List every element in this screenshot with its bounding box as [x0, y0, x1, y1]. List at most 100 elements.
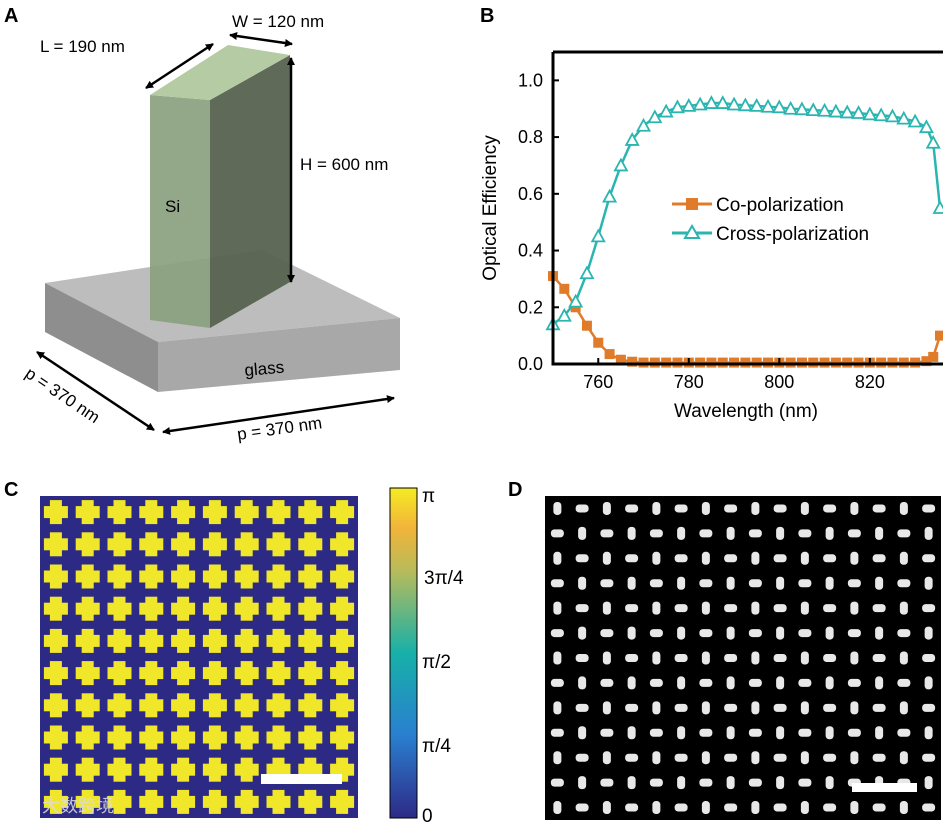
pillar-label: Si [165, 197, 180, 216]
data-point-cross [669, 99, 685, 114]
phase-cross [266, 661, 291, 686]
phase-cross [171, 693, 196, 718]
phase-cross [139, 532, 164, 557]
phase-cross [107, 661, 132, 686]
nanopillar-dot [924, 726, 933, 740]
glass-front-face [158, 318, 400, 392]
phase-cross [266, 725, 291, 750]
data-point-cross [636, 117, 652, 132]
nanopillar-dot [602, 701, 611, 715]
phase-cross [266, 628, 291, 653]
nanopillar-dot [897, 579, 911, 588]
nanopillar-dot [924, 576, 933, 590]
nanopillar-dot [550, 629, 564, 638]
nanopillar-dot [699, 728, 713, 737]
nanopillar-dot [776, 776, 785, 790]
data-point-cross [932, 200, 943, 214]
nanopillar-dot [674, 554, 688, 563]
data-point-cross [828, 103, 844, 118]
nanopillar-dot [776, 576, 785, 590]
nanopillar-dot [677, 576, 686, 590]
nanopillar-dot [625, 654, 639, 662]
nanopillar-dot [724, 753, 738, 762]
nanopillar-dot [850, 801, 859, 815]
nanopillar-dot [677, 676, 686, 690]
nanopillar-dot [751, 651, 760, 665]
panel-c: C 大数跨境 π 3π/4 π/2 π/4 0 [4, 479, 464, 824]
nanopillar-dot [726, 626, 735, 640]
nanopillar-dot [578, 676, 587, 690]
phase-cross [330, 596, 355, 621]
phase-cross [139, 564, 164, 589]
nanopillar-dot [550, 778, 564, 787]
nanopillar-dot [850, 751, 859, 765]
nanopillar-dot [847, 728, 861, 737]
dimension-arrow-p-right [162, 395, 395, 435]
nanopillar-dot [800, 551, 809, 565]
data-point-cross [805, 102, 821, 117]
phase-cross [234, 500, 259, 525]
data-point-cross [624, 132, 640, 146]
phase-cross [43, 628, 68, 653]
nanopillar-dot [553, 751, 562, 765]
phase-cross [75, 596, 100, 621]
data-point-cross [884, 108, 900, 123]
nanopillar-dot [922, 703, 936, 712]
nanopillar-dot [701, 701, 710, 715]
y-tick-label: 1.0 [518, 70, 543, 90]
nanopillar-dot [625, 703, 639, 712]
nanopillar-dot [776, 626, 785, 640]
nanopillar-dot [850, 601, 859, 615]
nanopillar-dot [550, 728, 564, 737]
phase-cross [43, 661, 68, 686]
phase-cross [298, 596, 323, 621]
nanopillar-dot [872, 654, 886, 662]
nanopillar-dot [825, 776, 834, 790]
phase-cross [234, 532, 259, 557]
nanopillar-dot [922, 654, 936, 662]
phase-cross [330, 500, 355, 525]
phase-cross [171, 789, 196, 814]
phase-cross [75, 532, 100, 557]
nanopillar-dot [649, 728, 663, 737]
phase-cross [234, 789, 259, 814]
phase-cross [330, 725, 355, 750]
phase-cross [43, 693, 68, 718]
nanopillar-dot [726, 526, 735, 540]
phase-cross [43, 789, 68, 814]
nanopillar-dot [726, 726, 735, 740]
data-point-co [559, 283, 570, 294]
data-point-cross [749, 98, 765, 112]
phase-cross [234, 564, 259, 589]
nanopillar-dot [872, 604, 886, 613]
nanopillar-dot [751, 501, 760, 515]
nanopillar-dot [652, 701, 661, 715]
nanopillar-dot [550, 579, 564, 588]
nanopillar-dot [724, 803, 738, 812]
phase-cross [266, 693, 291, 718]
nanopillar-dot [773, 554, 787, 563]
colorbar-ticks: π 3π/4 π/2 π/4 0 [422, 486, 464, 824]
data-point-co [935, 330, 943, 341]
dimension-l-label: L = 190 nm [40, 37, 125, 56]
phase-cross [298, 693, 323, 718]
panel-d: D [508, 479, 941, 820]
nanopillar-dot [724, 703, 738, 712]
data-point-cross [794, 101, 810, 116]
phase-cross [107, 532, 132, 557]
phase-cross [298, 500, 323, 525]
phase-cross [43, 725, 68, 750]
data-point-cross [873, 107, 889, 122]
nanopillar-dot [677, 776, 686, 790]
phase-cross [139, 693, 164, 718]
nanopillar-dot [649, 629, 663, 638]
nanopillar-dot [899, 701, 908, 715]
phase-cross [330, 628, 355, 653]
data-point-co [581, 320, 592, 331]
nanopillar-dot [726, 776, 735, 790]
data-point-cross [918, 119, 934, 134]
nanopillar-dot [553, 801, 562, 815]
nanopillar-dot [924, 526, 933, 540]
pillar-right-face [210, 55, 290, 328]
